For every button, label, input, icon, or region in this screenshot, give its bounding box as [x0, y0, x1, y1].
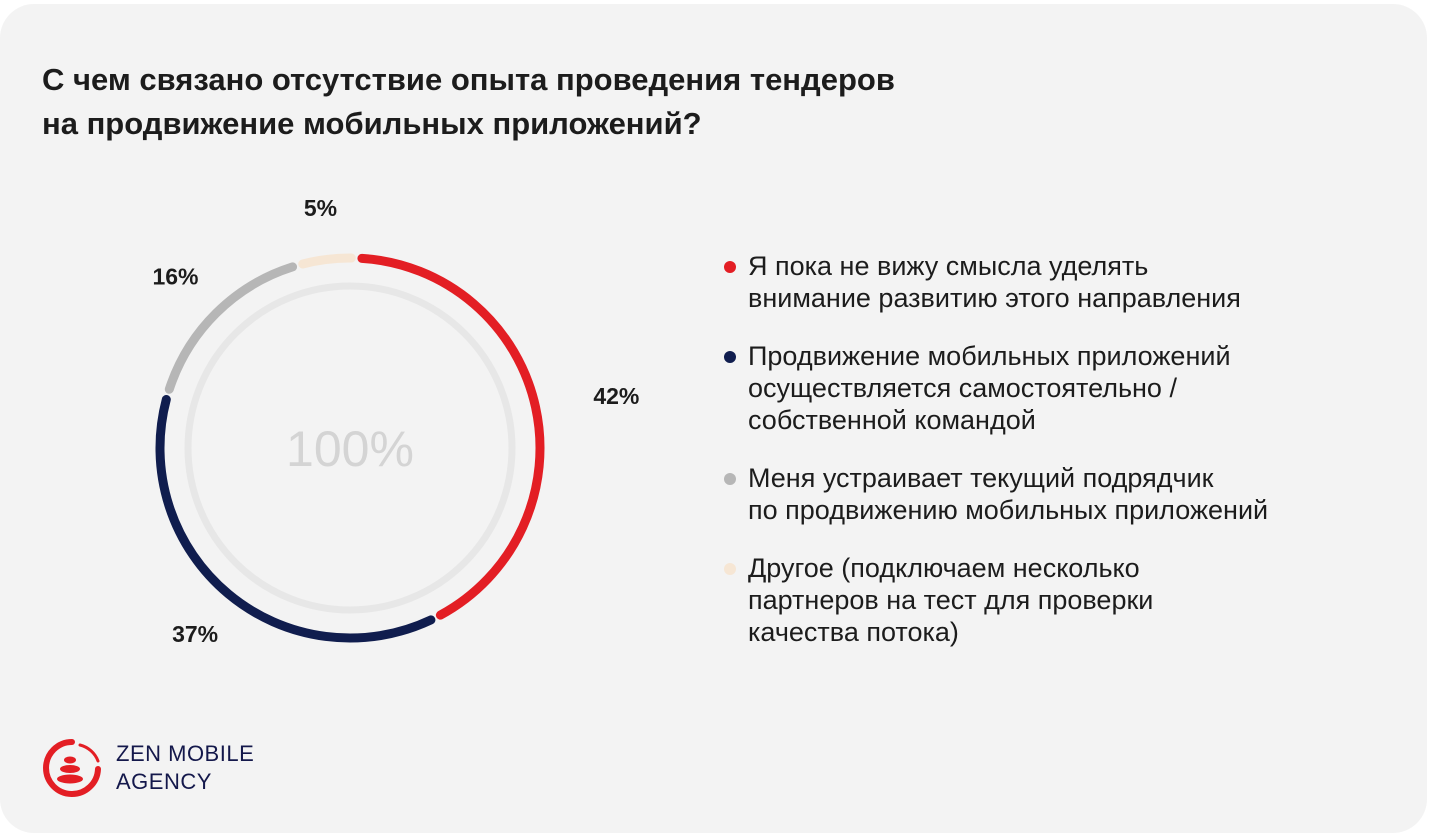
- brand-name: ZEN MOBILE AGENCY: [116, 740, 254, 796]
- donut-slice: [164, 262, 298, 394]
- legend-item-label: Меня устраивает текущий подрядчик: [748, 463, 1214, 493]
- legend-item-label: по продвижению мобильных приложений: [748, 495, 1269, 525]
- chart-legend: Я пока не вижу смысла уделять внимание ра…: [722, 250, 1268, 648]
- chart-title: С чем связано отсутствие опыта проведени…: [42, 58, 895, 146]
- slice-value-label: 16%: [152, 263, 198, 289]
- slice-value-label: 37%: [172, 621, 218, 647]
- inner-track-ring: [184, 282, 516, 614]
- center-total-label: 100%: [286, 421, 414, 477]
- legend-item: Продвижение мобильных приложений осуществ…: [722, 340, 1268, 436]
- legend-item-label: Продвижение мобильных приложений: [748, 341, 1231, 371]
- legend-item-label: партнеров на тест для проверки: [748, 585, 1154, 615]
- legend-dot-icon: [724, 473, 736, 485]
- chart-title-line: на продвижение мобильных приложений?: [42, 106, 702, 141]
- legend-item-label: собственной командой: [748, 405, 1036, 435]
- legend-item-label: Я пока не вижу смысла уделять: [748, 251, 1149, 281]
- donut-chart: 100% 42% 37% 16% 5%: [152, 195, 639, 647]
- legend-item-label: осуществляется самостоятельно /: [748, 373, 1177, 403]
- legend-item-label: внимание развитию этого направления: [748, 283, 1241, 313]
- donut-slice: [298, 253, 356, 269]
- donut-slice: [155, 394, 436, 643]
- legend-item: Меня устраивает текущий подрядчик по прод…: [722, 462, 1268, 526]
- slice-value-label: 5%: [304, 195, 337, 221]
- legend-item-label: качества потока): [748, 617, 959, 647]
- legend-item: Я пока не вижу смысла уделять внимание ра…: [722, 250, 1268, 314]
- brand-name-line: AGENCY: [116, 769, 212, 794]
- legend-item: Другое (подключаем несколько партнеров на…: [722, 552, 1268, 648]
- slice-value-label: 42%: [593, 383, 639, 409]
- legend-dot-icon: [724, 351, 736, 363]
- brand-name-line: ZEN MOBILE: [116, 741, 255, 766]
- donut-slices: [155, 253, 545, 643]
- legend-dot-icon: [724, 261, 736, 273]
- donut-slice-labels: 42% 37% 16% 5%: [152, 195, 639, 647]
- donut-slice: [357, 253, 545, 620]
- legend-dot-icon: [724, 563, 736, 575]
- legend-item-label: Другое (подключаем несколько: [748, 553, 1140, 583]
- chart-card: С чем связано отсутствие опыта проведени…: [0, 4, 1427, 833]
- chart-title-line: С чем связано отсутствие опыта проведени…: [42, 62, 895, 97]
- zen-stones-enso-icon: [43, 739, 101, 797]
